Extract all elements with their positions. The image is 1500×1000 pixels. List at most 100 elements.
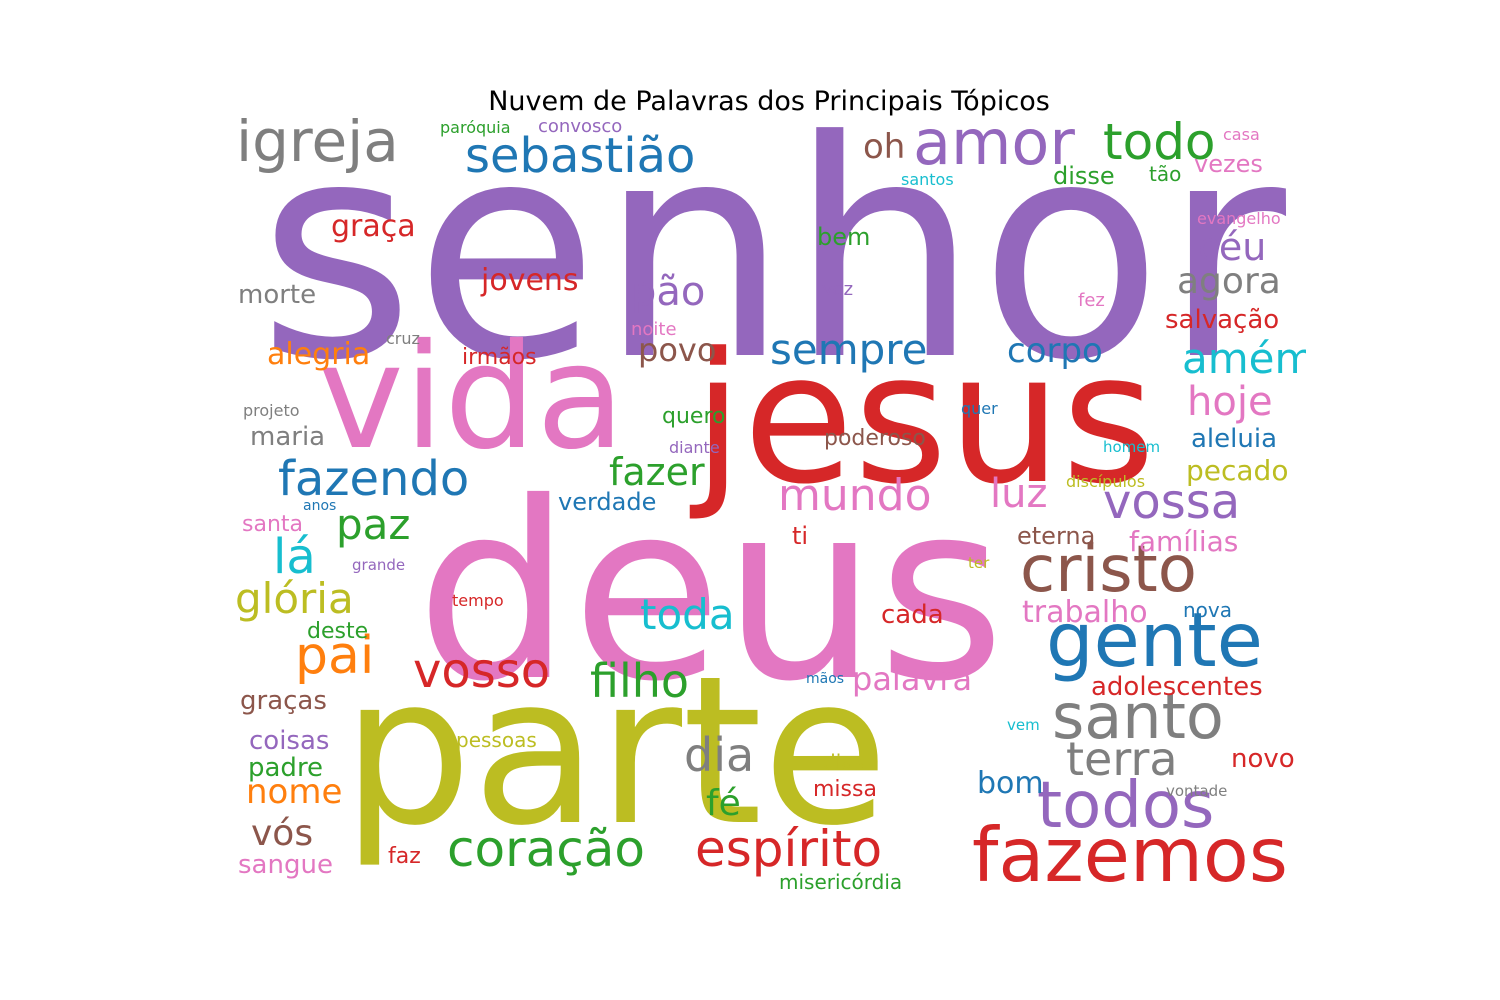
word-parte: parte xyxy=(342,633,889,871)
word-verdade: verdade xyxy=(558,488,657,516)
word-vontade: vontade xyxy=(1166,782,1228,800)
word-vós: vós xyxy=(251,813,314,854)
chart-title: Nuvem de Palavras dos Principais Tópicos xyxy=(488,86,1050,117)
word-maria: maria xyxy=(250,422,326,452)
word-aleluia: aleluia xyxy=(1191,424,1278,454)
word-filho: filho xyxy=(590,654,690,708)
word-evangelho: evangelho xyxy=(1197,209,1281,228)
word-cloud: senhor deus jesus parte vida fazemos gente cris… xyxy=(232,118,1306,892)
word-jesus: jesus xyxy=(693,315,1156,524)
word-nome: nome xyxy=(246,772,343,812)
word-todos: todos xyxy=(1037,769,1215,843)
word-noite: noite xyxy=(631,319,677,340)
word-gente: gente xyxy=(1046,596,1263,684)
word-graças: graças xyxy=(240,686,327,716)
word-terra: terra xyxy=(1066,732,1178,786)
word-paz: paz xyxy=(336,500,411,549)
word-dia: dia xyxy=(684,728,755,782)
word-pão: pão xyxy=(631,269,706,315)
word-santa: santa xyxy=(242,512,303,537)
word-disse: disse xyxy=(1053,162,1115,190)
word-bem: bem xyxy=(817,223,871,251)
word-vezes: vezes xyxy=(1194,150,1263,178)
word-cristo: cristo xyxy=(1020,533,1197,607)
word-fazendo: fazendo xyxy=(278,451,470,507)
word-convosco: convosco xyxy=(538,118,623,137)
word-oh: oh xyxy=(863,127,906,167)
word-voz: voz xyxy=(822,279,854,300)
word-padre: padre xyxy=(248,753,324,783)
word-pessoas: pessoas xyxy=(456,728,537,752)
word-anos: anos xyxy=(303,498,337,514)
word-novo: novo xyxy=(1231,744,1295,774)
word-quero: quero xyxy=(662,404,726,429)
word-vosso: vosso xyxy=(413,643,551,699)
word-poderoso: poderoso xyxy=(824,426,926,451)
word-pai: pai xyxy=(295,626,375,686)
word-santo: santo xyxy=(1052,680,1224,753)
word-pecado: pecado xyxy=(1186,454,1289,487)
word-lá: lá xyxy=(273,529,316,585)
word-santos: santos xyxy=(901,170,954,189)
word-homem: homem xyxy=(1103,438,1161,456)
word-diante: diante xyxy=(669,438,720,457)
word-trabalho: trabalho xyxy=(1022,595,1148,630)
word-casa: casa xyxy=(1223,125,1260,144)
word-alegria: alegria xyxy=(267,337,371,372)
word-senhor: senhor xyxy=(258,118,1287,426)
word-paróquia: paróquia xyxy=(440,118,511,137)
word-amor: amor xyxy=(913,118,1075,179)
word-coisas: coisas xyxy=(249,726,330,756)
word-sebastião: sebastião xyxy=(465,128,696,184)
word-tão: tão xyxy=(1149,162,1182,186)
word-todo: todo xyxy=(1103,118,1216,171)
word-vida: vida xyxy=(318,313,625,482)
word-ti: ti xyxy=(792,522,809,550)
word-mundo: mundo xyxy=(778,470,932,521)
word-cada: cada xyxy=(881,600,944,630)
word-dias: dias xyxy=(823,750,864,774)
word-famílias: famílias xyxy=(1129,525,1239,558)
word-hoje: hoje xyxy=(1187,379,1273,425)
word-salvação: salvação xyxy=(1165,305,1280,335)
word-discípulos: discípulos xyxy=(1066,472,1146,491)
word-irmãos: irmãos xyxy=(462,345,537,370)
word-grande: grande xyxy=(352,556,406,574)
word-morte: morte xyxy=(238,280,317,310)
word-sangue: sangue xyxy=(238,850,333,880)
word-faz: faz xyxy=(388,844,421,869)
word-eterna: eterna xyxy=(1017,522,1096,550)
word-vossa: vossa xyxy=(1103,474,1241,530)
word-sempre: sempre xyxy=(770,325,928,374)
word-fé: fé xyxy=(706,783,741,824)
word-jovens: jovens xyxy=(481,263,579,298)
word-amém: amém xyxy=(1182,334,1306,383)
word-palavra: palavra xyxy=(852,660,973,698)
word-coração: coração xyxy=(447,820,645,878)
word-adolescentes: adolescentes xyxy=(1091,672,1263,702)
word-fez: fez xyxy=(1078,290,1105,311)
word-vem: vem xyxy=(1007,716,1040,734)
word-missa: missa xyxy=(813,777,877,802)
word-povo: povo xyxy=(638,331,717,369)
word-nova: nova xyxy=(1183,598,1233,622)
word-espírito: espírito xyxy=(695,820,883,878)
word-projeto: projeto xyxy=(243,401,300,420)
word-deste: deste xyxy=(307,619,369,644)
word-igreja: igreja xyxy=(236,118,399,175)
word-céu: céu xyxy=(1198,225,1267,269)
word-graça: graça xyxy=(331,209,416,244)
word-bom: bom xyxy=(977,766,1044,801)
word-deus: deus xyxy=(416,450,1006,735)
word-glória: glória xyxy=(235,574,354,623)
word-agora: agora xyxy=(1177,261,1281,302)
word-toda: toda xyxy=(640,590,735,639)
word-corpo: corpo xyxy=(1007,331,1103,371)
word-tempo: tempo xyxy=(452,591,504,610)
word-misericórdia: misericórdia xyxy=(779,870,903,892)
word-cruz: cruz xyxy=(386,329,420,348)
word-fazer: fazer xyxy=(609,450,705,494)
word-ter: ter xyxy=(968,554,990,572)
word-quer: quer xyxy=(961,399,998,418)
word-mãos: mãos xyxy=(806,671,845,687)
